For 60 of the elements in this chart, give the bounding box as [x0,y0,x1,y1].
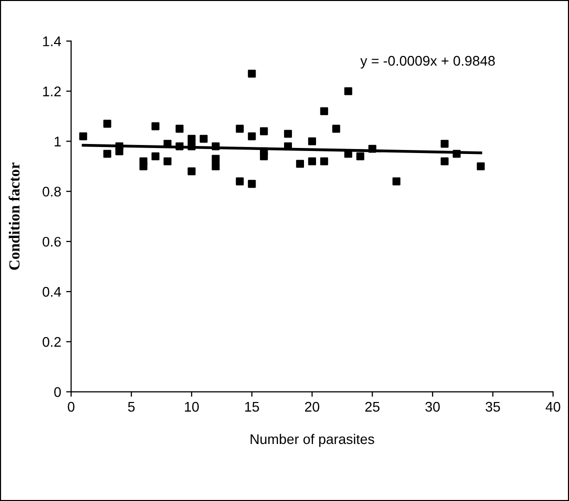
y-tick-label: 1.4 [43,36,61,46]
point [236,177,244,186]
point [200,134,208,143]
point [164,157,172,166]
point [440,140,449,148]
point [139,162,148,170]
point [356,152,364,160]
point [368,144,376,153]
point [115,147,124,156]
point [332,124,340,133]
point [392,177,400,186]
point [103,120,112,128]
x-tick-label: 25 [365,402,380,412]
y-tick-label: 0.4 [42,286,61,297]
x-tick-label: 35 [486,402,500,412]
x-tick-label: 10 [184,402,199,412]
y-tick-label: 0.8 [42,186,61,197]
point [188,134,196,143]
x-tick-label: 5 [128,402,135,412]
y-tick-label: 1.2 [43,86,61,96]
point [212,162,220,170]
point [476,162,485,170]
point [212,154,220,163]
x-tick-label: 0 [68,402,74,412]
x-tick-label: 15 [245,402,259,412]
point [248,132,256,140]
point [248,70,256,78]
point [452,150,461,158]
point [152,152,160,160]
point [236,124,244,133]
point [308,137,316,146]
x-tick-label: 20 [305,402,320,412]
annotation: y = -0.0009x + 0.9848 [360,56,495,69]
point [176,124,184,133]
point [284,130,292,138]
point [188,167,196,176]
point [103,150,112,158]
point [188,142,196,150]
y-tick-label: 1 [54,136,61,146]
x-tick-label: 40 [546,402,560,412]
x-axis-title: Number of parasites [250,434,374,447]
point [296,160,304,168]
y-tick-label: 0.6 [42,236,61,247]
point [260,152,268,160]
point [440,157,449,166]
y-tick-label: 0.2 [42,337,61,347]
point [152,122,160,130]
y-axis-title: Condition factor [8,162,20,270]
point [176,142,184,150]
point [320,157,328,166]
point [248,180,256,188]
y-tick-label: 0 [54,387,61,397]
point [308,157,316,166]
point [320,107,328,116]
x-tick-label: 30 [425,402,440,412]
point [344,87,352,96]
point [212,142,220,150]
point [284,142,292,150]
point [79,132,88,140]
point [260,127,268,136]
